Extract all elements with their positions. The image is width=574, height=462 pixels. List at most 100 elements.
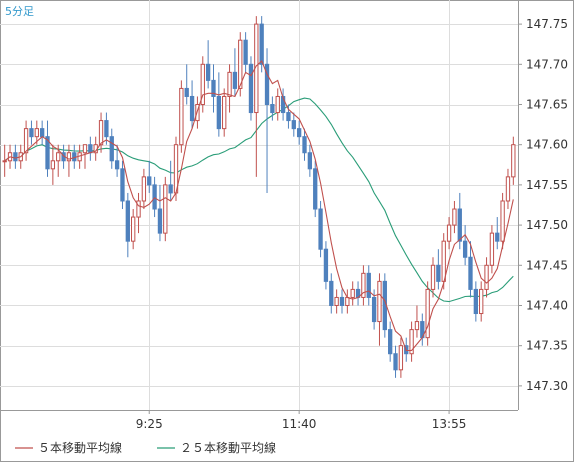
candle-body: [479, 288, 484, 315]
candle-body: [409, 329, 414, 355]
candle-body: [168, 184, 173, 194]
candle-body: [82, 144, 88, 154]
candle-body: [39, 128, 45, 138]
candle-body: [104, 120, 109, 138]
y-tick-label: 147.35: [526, 339, 568, 353]
candle-body: [329, 280, 334, 306]
candle-body: [222, 95, 227, 130]
y-tick-label: 147.55: [526, 178, 568, 192]
candle-body: [473, 288, 479, 315]
candle-body: [50, 160, 56, 170]
candle-body: [286, 112, 291, 122]
candle-body: [131, 216, 136, 242]
candle-body: [179, 87, 184, 146]
candle-body: [398, 345, 404, 371]
candle-body: [462, 240, 468, 258]
candle-body: [334, 296, 339, 306]
candle-body: [13, 152, 18, 162]
candle-body: [23, 128, 29, 154]
candle-body: [189, 95, 195, 122]
candle-body: [371, 296, 377, 323]
candle-body: [243, 39, 248, 65]
candle-body: [339, 296, 345, 306]
candle-body: [248, 63, 254, 114]
candle-body: [302, 136, 307, 154]
candle-body: [495, 232, 500, 242]
candle-body: [350, 288, 355, 298]
candle-body: [377, 280, 382, 323]
candle-body: [238, 39, 243, 89]
candle-body: [414, 321, 420, 331]
candle-body: [232, 71, 238, 89]
candle-body: [457, 208, 462, 242]
candle-body: [441, 240, 446, 282]
x-tick-label: 13:55: [432, 417, 467, 431]
candle-body: [88, 144, 93, 154]
candle-body: [323, 248, 329, 282]
legend-ma25-label: ２５本移動平均線: [180, 440, 276, 455]
candle-body: [211, 79, 216, 97]
ma5-line-group: [4, 60, 514, 352]
timeframe-label[interactable]: 5分足: [5, 5, 34, 18]
grid-lines: [0, 0, 519, 411]
candle-body: [114, 160, 120, 170]
x-axis-ticks: 9:25 11:40 13:55: [136, 410, 467, 431]
candle-body: [505, 176, 511, 202]
candle-body: [29, 128, 34, 138]
y-tick-label: 147.45: [526, 258, 568, 272]
y-tick-label: 147.60: [526, 138, 568, 152]
candle-body: [125, 200, 130, 242]
candle-body: [393, 353, 398, 371]
candle-body: [345, 296, 350, 306]
candle-body: [500, 200, 505, 242]
y-tick-label: 147.30: [526, 379, 568, 393]
candle-body: [307, 152, 313, 170]
y-tick-label: 147.50: [526, 218, 568, 232]
y-tick-label: 147.65: [526, 98, 568, 112]
candle-body: [436, 264, 441, 282]
candle-body: [2, 160, 7, 163]
candle-body: [109, 136, 114, 162]
candle-body: [45, 136, 50, 170]
ma5-line: [4, 60, 514, 352]
candle-body: [270, 104, 275, 114]
candle-body: [484, 264, 489, 290]
candle-body: [152, 184, 157, 210]
candle-body: [147, 176, 152, 186]
candle-body: [98, 120, 104, 146]
y-axis-ticks: 147.30 147.35 147.40 147.45 147.50 147.55 147.…: [518, 17, 568, 393]
x-tick-label: 11:40: [282, 417, 317, 431]
candle-body: [141, 176, 147, 202]
candle-body: [66, 152, 72, 162]
candle-body: [264, 63, 270, 106]
candle-body: [511, 144, 516, 178]
candle-body: [136, 200, 141, 218]
candle-body: [430, 264, 436, 290]
candles-group: [2, 16, 516, 378]
candle-body: [200, 63, 205, 106]
candle-body: [275, 95, 280, 114]
candle-body: [468, 256, 473, 290]
y-tick-label: 147.70: [526, 57, 568, 71]
candle-body: [361, 272, 366, 298]
candle-body: [318, 208, 323, 250]
candle-body: [259, 23, 264, 65]
y-tick-label: 147.75: [526, 17, 568, 31]
legend: ５本移動平均線 ２５本移動平均線: [15, 440, 276, 455]
candle-body: [425, 288, 430, 339]
candle-body: [157, 208, 163, 234]
candle-body: [205, 63, 211, 81]
candle-body: [296, 128, 302, 138]
candle-body: [291, 120, 296, 130]
candle-body: [163, 184, 168, 234]
candle-body: [120, 168, 125, 202]
candle-body: [313, 168, 318, 210]
candle-body: [227, 71, 232, 97]
candle-body: [489, 232, 495, 266]
x-tick-label: 9:25: [136, 417, 163, 431]
candle-body: [446, 224, 452, 242]
y-tick-label: 147.40: [526, 298, 568, 312]
